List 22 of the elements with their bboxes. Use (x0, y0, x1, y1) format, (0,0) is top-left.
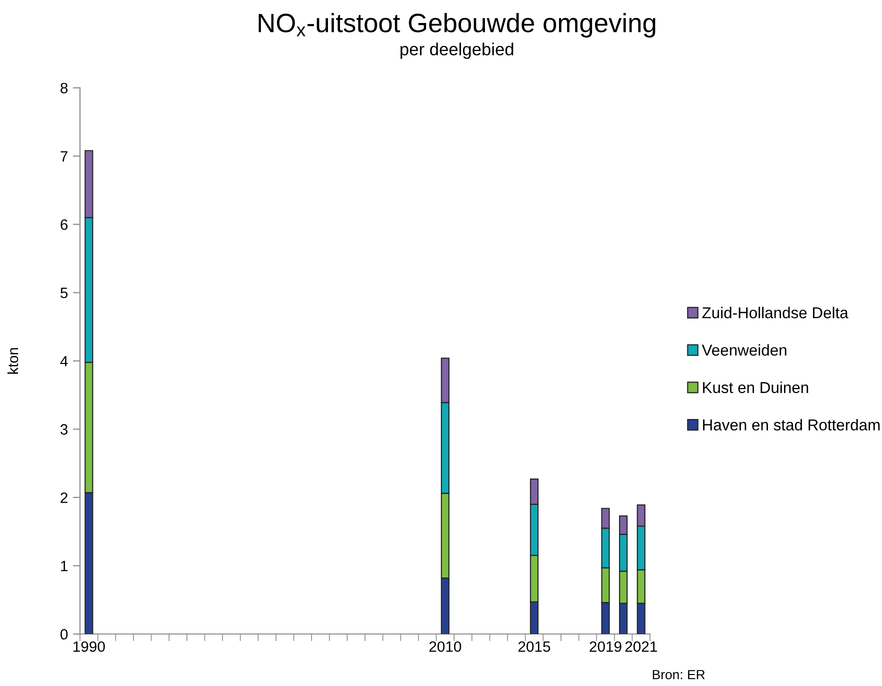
x-tick-label: 2021 (625, 641, 657, 652)
y-tick-label: 4 (60, 356, 68, 366)
y-tick-label: 2 (60, 492, 68, 503)
y-tick-label: 1 (61, 560, 68, 572)
x-tick-label: 2015 (518, 641, 550, 652)
chart-subtitle: per deelgebied (400, 42, 514, 59)
legend-label: Zuid-Hollandse Delta (702, 306, 848, 318)
legend-label: Kust en Duinen (703, 382, 808, 394)
y-axis-title: kton (7, 348, 18, 374)
legend-label: Haven en stad Rotterdam (703, 418, 880, 430)
x-tick-label: 2019 (590, 641, 622, 652)
x-tick-label: 1990 (74, 641, 105, 652)
y-tick-label: 7 (60, 151, 68, 162)
y-tick-label: 6 (60, 219, 68, 230)
y-tick-label: 3 (60, 424, 68, 435)
legend-label: Veenweiden (702, 344, 786, 356)
text: Bron: ER (652, 670, 705, 680)
chart-title: NO$_{x}$-uitstoot Gebouwde omgeving (258, 12, 656, 38)
y-tick-label: 8 (60, 82, 68, 94)
y-tick-label: 5 (60, 288, 68, 298)
y-tick-label: 0 (60, 629, 68, 640)
x-tick-label: 2010 (429, 641, 462, 652)
